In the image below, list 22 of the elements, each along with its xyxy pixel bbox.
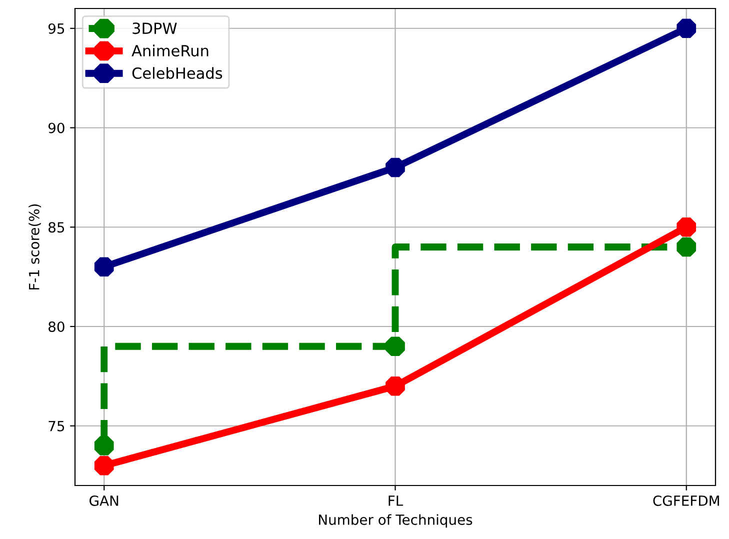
point	[94, 436, 114, 456]
legend-label: AnimeRun	[132, 44, 208, 56]
y-tick-label: 75	[48, 421, 64, 432]
point	[386, 158, 405, 178]
point	[676, 217, 696, 237]
y-tick-label: 95	[48, 23, 64, 34]
point	[676, 237, 696, 257]
x-tick-label: GAN	[90, 495, 118, 506]
y-tick-label: 80	[48, 321, 64, 332]
y-axis-title: F-1 score(%)	[28, 204, 41, 290]
x-axis-title: Number of Techniques	[319, 514, 472, 528]
y-tick-label: 90	[48, 122, 64, 134]
point	[386, 376, 405, 396]
point	[94, 257, 114, 277]
x-tick-label: FL	[388, 496, 404, 506]
x-tick-label: CGFEFDM	[653, 495, 719, 506]
point	[676, 18, 696, 38]
point	[94, 456, 114, 476]
legend-label: 3DPW	[132, 22, 177, 34]
point	[386, 336, 405, 356]
legend-label: CelebHeads	[132, 67, 222, 79]
y-tick-label: 85	[48, 222, 64, 233]
